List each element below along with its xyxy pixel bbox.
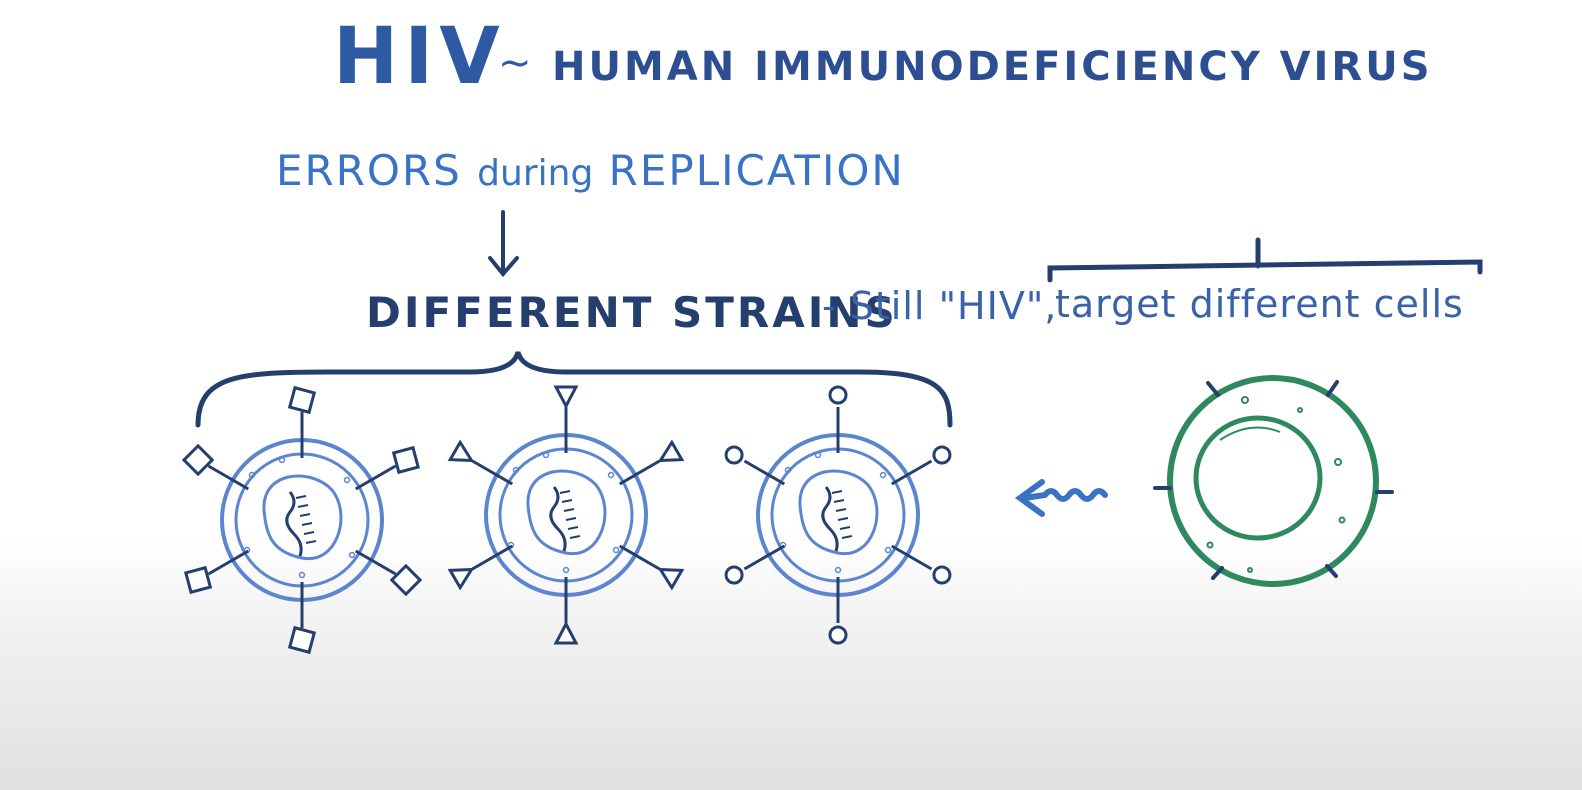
receptor-triangle xyxy=(657,567,685,591)
receptor-circle xyxy=(724,565,744,585)
title-full-name: HUMAN IMMUNODEFICIENCY VIRUS xyxy=(552,44,1433,90)
receptor-square xyxy=(287,625,317,655)
receptor-triangle xyxy=(657,439,685,463)
receptor-square xyxy=(181,443,215,477)
replication-word: REPLICATION xyxy=(608,146,905,195)
receptor-triangle xyxy=(553,385,579,410)
strains-curly-brace xyxy=(195,351,953,428)
receptor-circle xyxy=(932,445,952,465)
virus-strains-group xyxy=(181,385,952,655)
during-word: during xyxy=(477,153,594,194)
virus-triangle-receptors xyxy=(447,385,685,645)
receptor-circle xyxy=(932,565,952,585)
title-abbreviation: HIV xyxy=(333,12,506,102)
receptor-circle xyxy=(724,445,744,465)
receptor-triangle xyxy=(447,439,475,463)
receptor-square xyxy=(183,565,213,595)
attack-arrow-icon xyxy=(1014,479,1108,517)
receptor-square xyxy=(391,445,421,475)
errors-during-replication: ERRORS during REPLICATION xyxy=(276,146,905,195)
virus-circle-receptors xyxy=(724,385,952,645)
virus-square-receptors xyxy=(181,385,423,655)
errors-word: ERRORS xyxy=(276,146,462,195)
different-strains-label: DIFFERENT STRAINS xyxy=(366,288,898,337)
still-hiv-note: - Still "HIV", xyxy=(822,284,1058,328)
target-different-cells-note: target different cells xyxy=(1055,282,1464,326)
receptor-triangle xyxy=(447,567,475,591)
receptor-square xyxy=(287,385,317,415)
receptor-square xyxy=(389,563,423,597)
title-tilde: ~ xyxy=(498,40,534,86)
receptor-circle xyxy=(828,385,848,405)
target-cell xyxy=(1153,375,1394,587)
receptor-triangle xyxy=(553,620,579,645)
target-bracket xyxy=(1047,237,1483,283)
receptor-circle xyxy=(828,625,848,645)
down-arrow-icon xyxy=(488,210,519,278)
